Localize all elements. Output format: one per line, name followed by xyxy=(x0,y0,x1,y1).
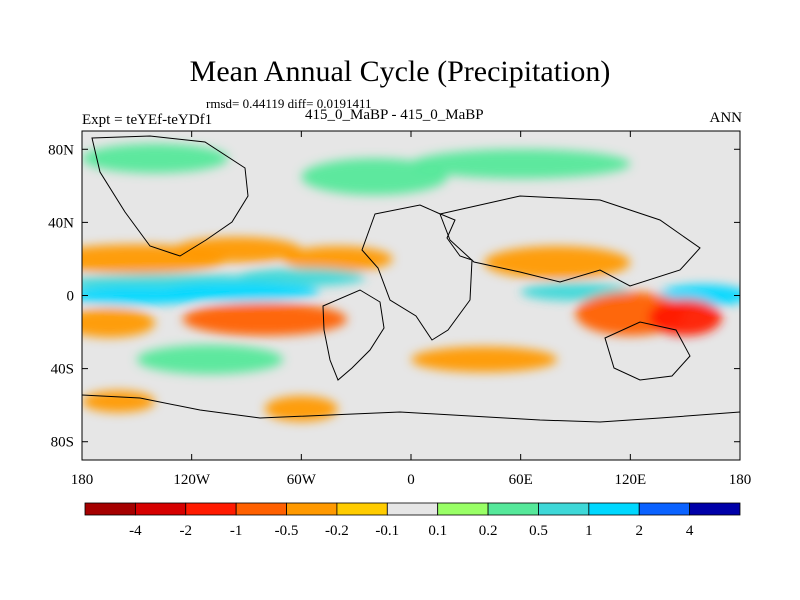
x-tick-label-0: 180 xyxy=(71,472,94,488)
north-america-outline xyxy=(91,135,249,257)
map-area xyxy=(82,131,740,460)
field-anomaly-16 xyxy=(82,390,156,413)
europe-africa-outline xyxy=(361,204,473,341)
axis-ticks: 180 120W 60W 0 60E 120E 180 80N 40N 0 40S 80S xyxy=(48,131,751,488)
field-anomaly-2 xyxy=(283,246,393,272)
colorbar-label-8: 0.5 xyxy=(529,523,548,539)
colorbar-swatch-11 xyxy=(638,502,691,516)
precipitation-fields xyxy=(82,143,740,422)
colorbar-label-11: 4 xyxy=(686,523,694,539)
antarctica-outline xyxy=(82,394,740,423)
colorbar-swatch-5 xyxy=(336,502,388,516)
y-tick-label-3: 40S xyxy=(51,362,74,378)
season-label: ANN xyxy=(709,110,743,126)
colorbar-label-5: -0.1 xyxy=(375,523,399,539)
field-anomaly-10 xyxy=(82,308,156,338)
y-tick-label-4: 80S xyxy=(51,435,74,451)
colorbar-swatch-7 xyxy=(437,502,489,516)
colorbar-swatch-4 xyxy=(286,502,338,516)
field-anomaly-7 xyxy=(155,282,320,301)
colorbar-label-2: -1 xyxy=(230,523,243,539)
x-tick-label-3: 0 xyxy=(407,472,415,488)
colorbar-swatch-12 xyxy=(689,502,741,516)
field-anomaly-19 xyxy=(411,149,631,179)
colorbar-label-0: -4 xyxy=(129,523,142,539)
x-tick-label-6: 180 xyxy=(729,472,752,488)
y-tick-label-2: 0 xyxy=(67,289,75,305)
field-anomaly-1 xyxy=(173,237,302,263)
australia-outline xyxy=(604,321,691,381)
field-anomaly-13 xyxy=(648,299,722,336)
colorbar-swatch-9 xyxy=(538,502,590,516)
field-anomaly-20 xyxy=(82,143,229,174)
colorbar-swatch-3 xyxy=(235,502,287,516)
coastline-outlines xyxy=(82,135,740,423)
field-anomaly-5 xyxy=(237,268,366,287)
experiment-label: Expt = teYEf-teYDf1 xyxy=(82,112,213,128)
y-tick-label-0: 80N xyxy=(48,142,74,158)
colorbar-swatch-2 xyxy=(185,502,237,516)
x-tick-label-1: 120W xyxy=(173,472,211,488)
colorbar-label-9: 1 xyxy=(585,523,593,539)
colorbar-label-6: 0.1 xyxy=(428,523,447,539)
x-tick-label-5: 120E xyxy=(614,472,646,488)
field-anomaly-15 xyxy=(411,346,558,373)
south-america-outline xyxy=(322,289,385,381)
colorbar-swatch-8 xyxy=(487,502,539,516)
colorbar-label-7: 0.2 xyxy=(479,523,498,539)
colorbar-swatch-1 xyxy=(134,502,187,516)
field-anomaly-18 xyxy=(301,158,448,195)
colorbar-label-1: -2 xyxy=(180,523,193,539)
colorbar-swatch-10 xyxy=(588,502,640,516)
colorbar-swatch-0 xyxy=(84,502,136,516)
y-tick-label-1: 40N xyxy=(48,215,74,231)
stats-label: rmsd= 0.44119 diff= 0.0191411 xyxy=(206,96,372,111)
comparison-label: 415_0_MaBP - 415_0_MaBP xyxy=(305,107,484,123)
colorbar-label-10: 2 xyxy=(635,523,643,539)
plot-title: Mean Annual Cycle (Precipitation) xyxy=(189,55,611,88)
colorbar-label-4: -0.2 xyxy=(325,523,349,539)
asia-outline xyxy=(439,195,701,287)
colorbar-label-3: -0.5 xyxy=(275,523,299,539)
x-tick-label-2: 60W xyxy=(287,472,317,488)
field-anomaly-3 xyxy=(484,246,631,280)
x-tick-label-4: 60E xyxy=(509,472,533,488)
field-anomaly-11 xyxy=(182,302,348,336)
field-anomaly-14 xyxy=(136,344,284,375)
colorbar-swatch-6 xyxy=(386,502,439,516)
colorbar: -4 -2 -1 -0.5 -0.2 -0.1 0.1 0.2 0.5 1 2 4 xyxy=(84,502,741,539)
